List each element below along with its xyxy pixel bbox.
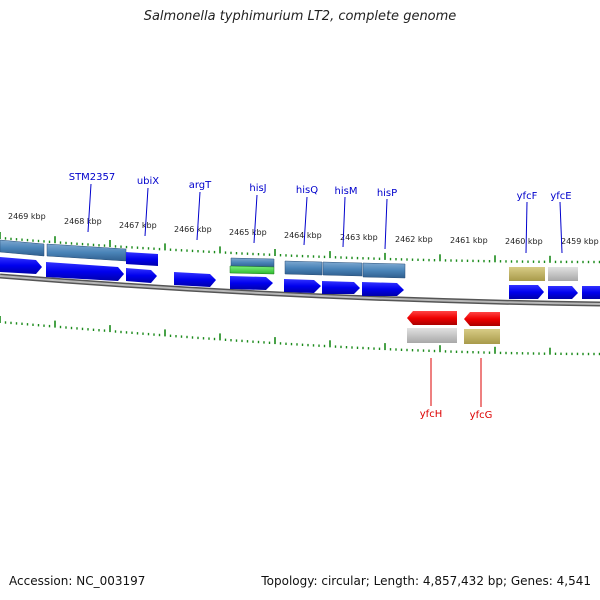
rna-features <box>0 239 406 279</box>
misc-feature-yfcH[interactable] <box>407 328 457 343</box>
cds-arrow[interactable] <box>582 286 600 299</box>
cds-arrow-yfcG[interactable] <box>464 312 500 326</box>
leader-line <box>253 194 258 244</box>
ruler-label: 2461 kbp <box>450 236 488 245</box>
ruler-labels: 2469 kbp 2468 kbp 2467 kbp 2466 kbp 2465… <box>8 212 599 246</box>
ruler-label: 2459 kbp <box>561 237 599 246</box>
cds-arrow-yfcE[interactable] <box>548 286 578 299</box>
leader-line <box>303 196 308 246</box>
cds-arrow-hisQ[interactable] <box>284 279 321 293</box>
leader-line <box>384 198 388 250</box>
ruler-label: 2463 kbp <box>340 233 378 242</box>
ruler-label: 2465 kbp <box>229 228 267 237</box>
ruler-label: 2464 kbp <box>284 231 322 240</box>
ruler-ticks-reverse <box>0 316 600 356</box>
gene-label-ubiX[interactable]: ubiX <box>137 176 159 187</box>
leader-line <box>559 201 563 254</box>
gene-labels: STM2357 ubiX argT hisJ hisQ hisM hisP yf… <box>69 172 572 421</box>
ruler-label: 2466 kbp <box>174 225 212 234</box>
cds-arrow-yfcH[interactable] <box>407 311 457 325</box>
misc-feature-yfcE[interactable] <box>548 267 578 281</box>
cds-arrow-argT[interactable] <box>174 272 216 287</box>
ruler-ticks-forward <box>0 232 600 264</box>
map-title: Salmonella typhimurium LT2, complete gen… <box>143 9 457 24</box>
gene-label-hisP[interactable]: hisP <box>377 188 397 199</box>
leader-line <box>196 191 201 241</box>
misc-feature-yfcF[interactable] <box>509 267 545 281</box>
gene-label-yfcF[interactable]: yfcF <box>517 191 538 202</box>
rna-feature[interactable] <box>0 239 45 257</box>
ruler-label: 2460 kbp <box>505 237 543 246</box>
ruler-label: 2462 kbp <box>395 235 433 244</box>
genome-backbone-highlight <box>0 275 600 305</box>
cds-arrow[interactable] <box>0 257 42 274</box>
rna-feature-hisJ[interactable] <box>230 257 275 268</box>
gene-label-hisJ[interactable]: hisJ <box>249 183 266 194</box>
ruler-label: 2467 kbp <box>119 221 157 230</box>
gene-label-STM2357[interactable]: STM2357 <box>69 172 116 183</box>
ruler-label: 2469 kbp <box>8 212 46 221</box>
cds-arrow-STM2357[interactable] <box>46 262 124 281</box>
leader-line <box>144 187 149 237</box>
gene-label-yfcG[interactable]: yfcG <box>470 410 493 421</box>
rna-feature-hisM[interactable] <box>322 261 363 277</box>
rna-feature[interactable] <box>46 243 127 262</box>
cds-arrow-hisM[interactable] <box>322 281 360 294</box>
leader-line <box>525 201 528 254</box>
gene-label-yfcE[interactable]: yfcE <box>550 191 571 202</box>
gene-label-yfcH[interactable]: yfcH <box>420 409 442 420</box>
label-leaders <box>87 183 563 407</box>
cds-forward <box>0 257 600 299</box>
cds-reverse <box>407 311 500 344</box>
cds-arrow-hisJ[interactable] <box>230 276 273 290</box>
rna-feature-hisQ[interactable] <box>284 260 323 276</box>
cds-arrow-hisP[interactable] <box>362 282 404 296</box>
gene-label-hisQ[interactable]: hisQ <box>296 185 318 196</box>
accession-text: Accession: NC_003197 <box>9 574 146 588</box>
leader-line <box>87 183 92 233</box>
gene-label-hisM[interactable]: hisM <box>335 186 358 197</box>
cds-arrow-ubiX[interactable] <box>126 268 157 283</box>
genome-summary-text: Topology: circular; Length: 4,857,432 bp… <box>261 574 591 588</box>
misc-feature-yfcG[interactable] <box>464 329 500 344</box>
green-feature-hisJ[interactable] <box>229 265 275 275</box>
misc-features-forward <box>126 252 578 281</box>
leader-line <box>342 196 346 248</box>
gene-label-argT[interactable]: argT <box>189 180 212 191</box>
cds-arrow-yfcF[interactable] <box>509 285 544 299</box>
rna-feature-hisP[interactable] <box>362 262 406 279</box>
cds-feature-ubiX-upper[interactable] <box>126 252 158 266</box>
ruler-label: 2468 kbp <box>64 217 102 226</box>
